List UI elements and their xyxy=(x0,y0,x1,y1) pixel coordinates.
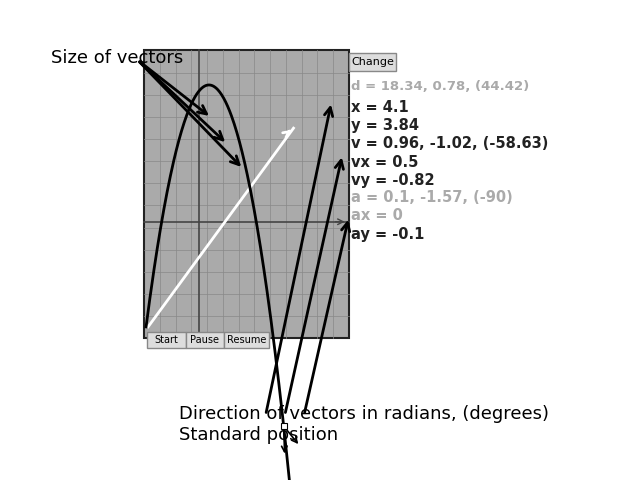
Text: y = 3.84: y = 3.84 xyxy=(351,118,419,133)
Text: Direction of vectors in radians, (degrees)
Standard position: Direction of vectors in radians, (degree… xyxy=(179,406,549,444)
Text: ax = 0: ax = 0 xyxy=(351,208,403,224)
Text: Start: Start xyxy=(154,335,179,345)
FancyBboxPatch shape xyxy=(147,332,186,348)
Text: Change: Change xyxy=(351,57,394,67)
Bar xyxy=(144,50,349,338)
Text: x = 4.1: x = 4.1 xyxy=(351,100,408,116)
Text: vy = -0.82: vy = -0.82 xyxy=(351,172,435,188)
FancyBboxPatch shape xyxy=(349,53,396,71)
Text: d = 18.34, 0.78, (44.42): d = 18.34, 0.78, (44.42) xyxy=(351,80,529,93)
FancyBboxPatch shape xyxy=(186,332,224,348)
Text: ay = -0.1: ay = -0.1 xyxy=(351,227,424,242)
Text: vx = 0.5: vx = 0.5 xyxy=(351,155,418,170)
Text: Pause: Pause xyxy=(190,335,220,345)
Text: Resume: Resume xyxy=(227,335,266,345)
Text: a = 0.1, -1.57, (-90): a = 0.1, -1.57, (-90) xyxy=(351,190,513,205)
Text: Size of vectors: Size of vectors xyxy=(51,48,184,67)
FancyBboxPatch shape xyxy=(224,332,269,348)
Text: v = 0.96, -1.02, (-58.63): v = 0.96, -1.02, (-58.63) xyxy=(351,136,548,152)
